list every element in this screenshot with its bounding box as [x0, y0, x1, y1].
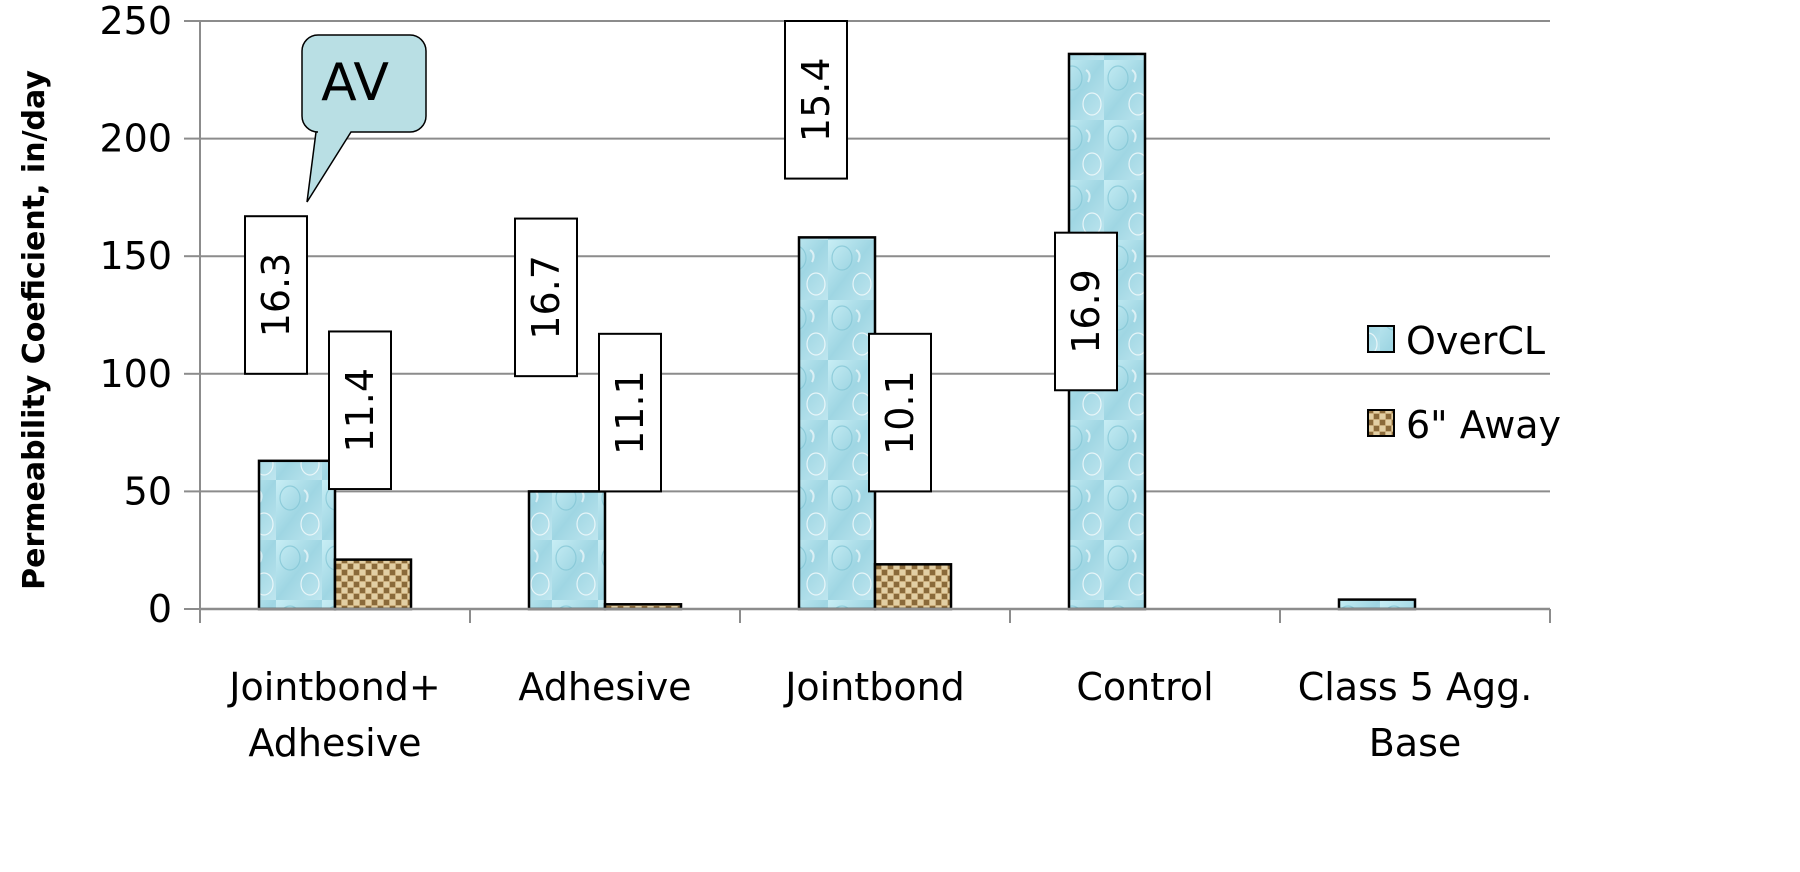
data-label-text: 16.9: [1064, 269, 1108, 354]
y-axis-ticks: 0 50 100 150 200 250: [99, 0, 201, 631]
bar-6in-away: [873, 563, 953, 611]
y-tick-label: 150: [99, 234, 172, 278]
category-label: Class 5 Agg.: [1298, 665, 1533, 709]
category-labels: Jointbond+ Adhesive Adhesive Jointbond Contr…: [227, 665, 1532, 765]
bar-overcl: [527, 490, 607, 611]
category-label: Jointbond: [783, 665, 965, 709]
y-tick-label: 200: [99, 117, 172, 161]
data-label: 16.7: [514, 217, 578, 378]
legend-swatch: [1367, 325, 1395, 353]
legend: OverCL 6" Away: [1367, 319, 1561, 447]
data-label-text: 16.3: [254, 253, 298, 338]
data-label-text: 16.7: [524, 255, 568, 340]
y-tick-label: 100: [99, 352, 172, 396]
bar-overcl: [257, 459, 337, 611]
y-axis-title: Permeability Coeficient, in/day: [17, 70, 52, 590]
data-label-text: 11.1: [608, 370, 652, 455]
data-label-box: [328, 330, 392, 491]
bars: [257, 52, 1417, 611]
category-label: Adhesive: [518, 665, 691, 709]
data-label: 10.1: [868, 332, 932, 493]
data-labels: 16.3 11.4 16.7 11.1 15.4 10.1 16.9: [244, 20, 1118, 493]
bar-overcl: [797, 236, 877, 611]
y-tick-label: 250: [99, 0, 172, 43]
x-axis: [199, 607, 1551, 623]
callout-shape: [301, 34, 427, 203]
category-label: Adhesive: [248, 721, 421, 765]
callout-text: AV: [321, 53, 389, 113]
av-callout: AV: [301, 34, 427, 203]
data-label: 16.3: [244, 215, 308, 375]
data-label: 15.4: [784, 20, 848, 180]
data-label-box: [868, 332, 932, 493]
data-label: 11.4: [328, 330, 392, 491]
data-label-box: [1054, 231, 1118, 392]
data-label-box: [598, 332, 662, 493]
data-label-text: 11.4: [338, 368, 382, 453]
category-label: Jointbond+: [227, 665, 440, 709]
legend-label: OverCL: [1406, 319, 1545, 363]
data-label-box: [784, 20, 848, 180]
bar-6in-away: [333, 558, 413, 611]
category-label: Base: [1369, 721, 1462, 765]
legend-swatch: [1367, 409, 1395, 437]
y-tick-label: 50: [124, 469, 172, 513]
data-label-box: [244, 215, 308, 375]
data-label-text: 15.4: [794, 57, 838, 142]
category-label: Control: [1076, 665, 1213, 709]
y-tick-label: 0: [148, 587, 172, 631]
data-label-box: [514, 217, 578, 378]
data-label: 11.1: [598, 332, 662, 493]
data-label: 16.9: [1054, 231, 1118, 392]
data-label-text: 10.1: [878, 370, 922, 455]
legend-label: 6" Away: [1406, 403, 1561, 447]
bar-overcl: [1337, 598, 1417, 611]
